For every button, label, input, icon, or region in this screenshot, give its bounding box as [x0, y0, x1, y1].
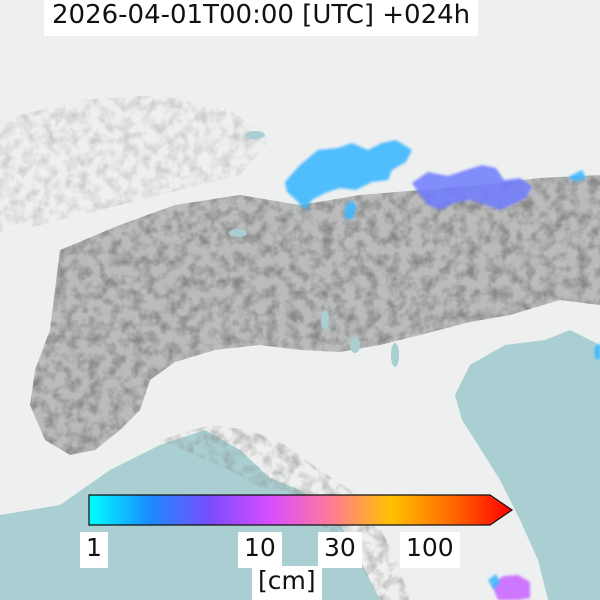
snow-patch-south	[344, 200, 357, 220]
colorbar-graphic	[88, 494, 514, 526]
lake	[321, 310, 329, 330]
snow-patch-edge	[594, 343, 600, 360]
snow-patch-apennines-light	[488, 574, 500, 590]
alps-relief	[0, 95, 600, 600]
colorbar-fill	[88, 494, 514, 526]
alps-shaded-texture	[30, 175, 600, 455]
colorbar-tick-10: 10	[238, 532, 282, 568]
lake	[350, 337, 360, 353]
adriatic-sea	[455, 330, 600, 600]
lake	[391, 343, 399, 367]
lake	[229, 229, 247, 237]
colorbar-tick-100: 100	[400, 532, 460, 568]
colorbar	[88, 494, 514, 526]
forecast-time-title: 2026-04-01T00:00 [UTC] +024h	[44, 0, 479, 36]
north-hills-relief	[0, 95, 270, 235]
snow-patch-far-east	[568, 170, 586, 182]
colorbar-tick-1: 1	[80, 532, 108, 568]
snow-patch-west	[285, 140, 412, 210]
snow-depth-overlay	[285, 140, 600, 600]
colorbar-unit-label: [cm]	[252, 566, 322, 600]
snow-patch-east	[412, 165, 532, 210]
lake	[245, 131, 265, 139]
snow-patch-apennines	[492, 575, 530, 600]
colorbar-tick-30: 30	[318, 532, 362, 568]
